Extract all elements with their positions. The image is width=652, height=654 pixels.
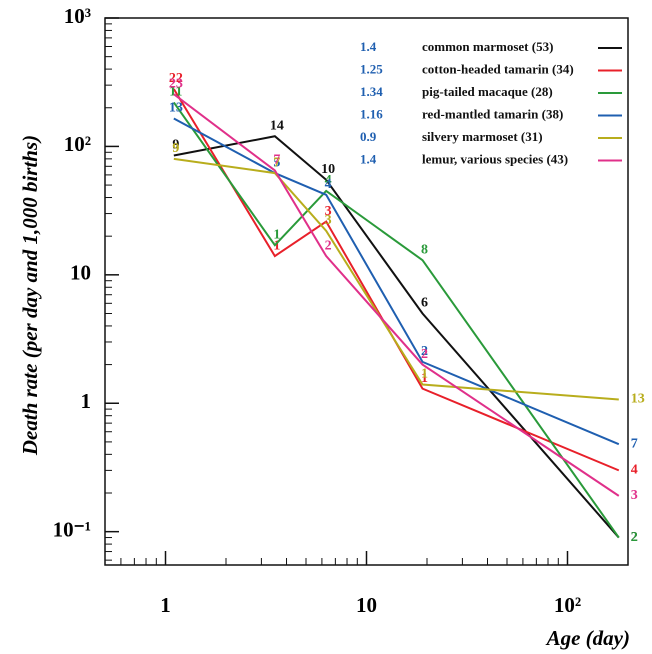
point-count-label: 4 [325,177,332,192]
x-tick-label: 10 [356,593,377,617]
y-tick-label: 1 [81,389,92,413]
point-count-label: 2 [421,347,428,362]
y-tick-label: 10² [64,132,91,156]
point-count-label: 7 [273,155,280,170]
x-axis-title: Age (day) [545,626,630,650]
point-count-label: 2 [325,238,332,253]
legend-label: common marmoset (53) [422,39,553,54]
point-count-label: 1 [421,367,428,382]
series-line [173,93,620,497]
legend-label: lemur, various species (43) [422,151,568,166]
series-line [172,88,620,472]
point-count-label: 3 [325,213,332,228]
legend-label: red-mantled tamarin (38) [422,106,563,121]
point-count-label: 6 [421,296,428,311]
point-count-label: 13 [631,392,645,407]
point-count-label: 4 [631,463,638,478]
point-count-label: 9 [172,141,179,156]
point-count-label: 1 [273,238,280,253]
point-count-label: 23 [169,76,183,91]
legend-label: pig-tailed macaque (28) [422,84,553,99]
series-line [173,157,619,401]
y-tick-label: 10 [70,261,91,285]
point-count-label: 22 [169,71,183,86]
point-count-label: 5 [273,155,280,170]
point-count-label: 7 [631,436,638,451]
point-count-label: 9 [172,138,179,153]
point-count-label: 1 [273,227,280,242]
legend-coefficient: 1.25 [360,61,383,76]
legend-label: silvery marmoset (31) [422,129,543,144]
series-line [173,101,620,539]
point-count-label: 8 [421,242,428,257]
y-tick-label: 10³ [64,4,91,28]
point-count-label: 13 [169,101,183,116]
legend-coefficient: 1.4 [360,151,377,166]
x-tick-label: 1 [160,593,171,617]
series-line [173,135,620,539]
y-axis-title: Death rate (per day and 1,000 births) [18,135,42,456]
x-tick-label: 10² [554,593,581,617]
point-count-label: 2 [421,344,428,359]
legend-coefficient: 0.9 [360,129,377,144]
legend-label: cotton-headed tamarin (34) [422,61,574,76]
legend-coefficient: 1.34 [360,84,383,99]
point-count-label: 14 [270,118,284,133]
legend-coefficient: 1.4 [360,39,377,54]
y-tick-label: 10⁻¹ [53,517,91,541]
point-count-label: 3 [325,204,332,219]
point-count-label: 2 [631,530,638,545]
point-count-label: 1 [421,371,428,386]
point-count-label: 11 [169,85,182,100]
point-count-label: 2 [631,530,638,545]
legend-coefficient: 1.16 [360,106,383,121]
point-count-label: 10 [321,162,335,177]
point-count-label: 7 [273,153,280,168]
point-count-label: 3 [631,488,638,503]
point-count-label: 4 [325,173,332,188]
